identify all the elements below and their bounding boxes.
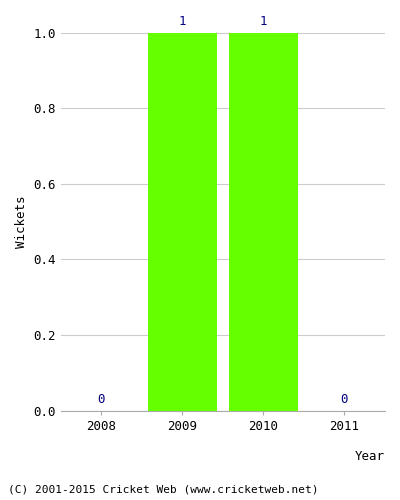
- Text: 1: 1: [260, 15, 267, 28]
- Bar: [229, 32, 298, 410]
- Text: 0: 0: [98, 393, 105, 406]
- Text: 1: 1: [179, 15, 186, 28]
- Text: 0: 0: [341, 393, 348, 406]
- Y-axis label: Wickets: Wickets: [15, 196, 28, 248]
- Text: Year: Year: [355, 450, 385, 462]
- Text: (C) 2001-2015 Cricket Web (www.cricketweb.net): (C) 2001-2015 Cricket Web (www.cricketwe…: [8, 485, 318, 495]
- Bar: [148, 32, 217, 410]
